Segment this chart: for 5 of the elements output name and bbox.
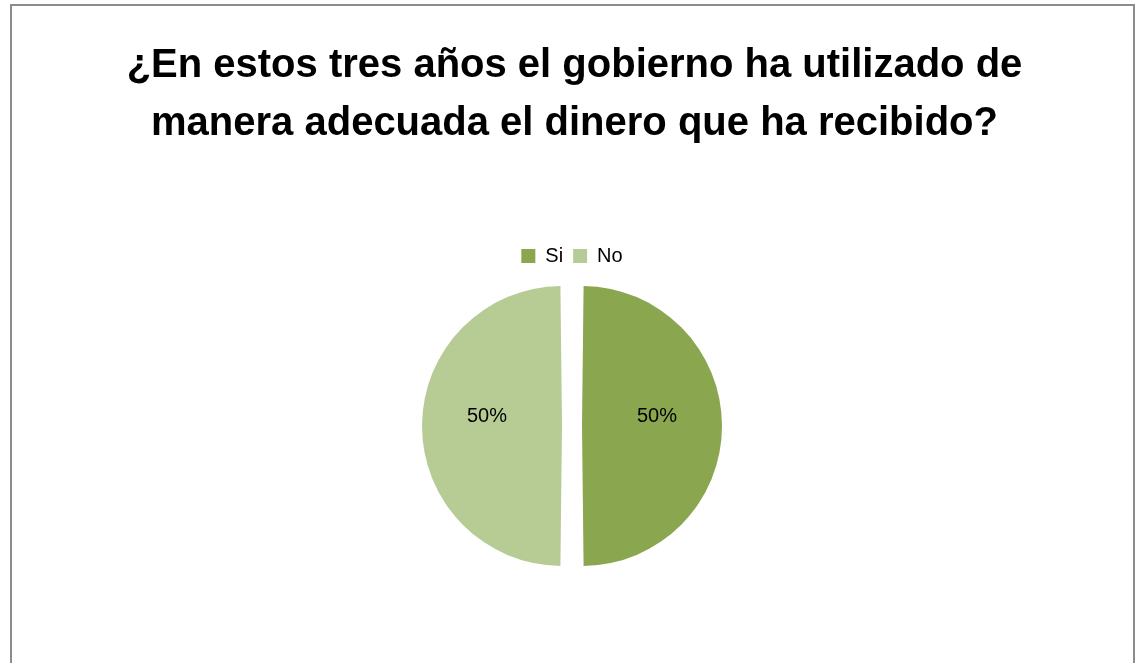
- data-label: 50%: [636, 403, 678, 426]
- legend-label: No: [597, 243, 623, 266]
- data-label: 50%: [466, 403, 508, 426]
- chart-title: ¿En estos tres años el gobierno ha utilizado de manera adecuada el dinero que ha recibido?: [125, 40, 1024, 145]
- legend-label: Si: [545, 243, 564, 266]
